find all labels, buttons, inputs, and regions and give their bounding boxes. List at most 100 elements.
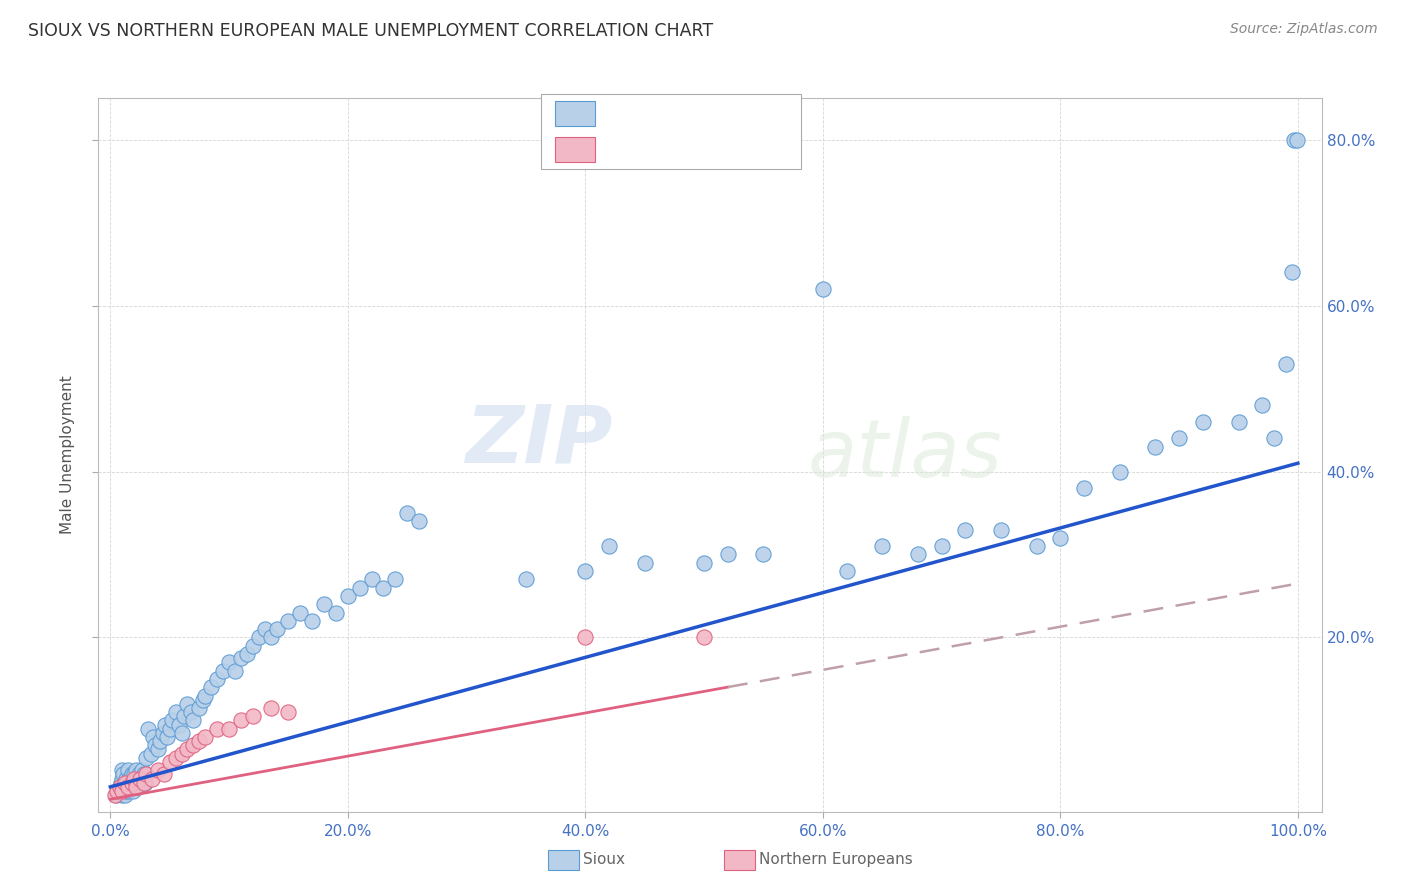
Point <box>145 739 167 753</box>
Point <box>117 780 139 794</box>
Text: R =: R = <box>609 106 645 124</box>
Point <box>114 788 136 802</box>
Point <box>149 734 172 748</box>
Point <box>131 763 153 777</box>
Point <box>200 680 222 694</box>
Point <box>1275 357 1298 371</box>
Point <box>907 548 929 562</box>
Point <box>160 714 183 728</box>
Point <box>111 763 134 777</box>
Point <box>224 664 246 678</box>
Point <box>110 775 132 789</box>
Point <box>176 742 198 756</box>
Point <box>693 631 716 645</box>
Text: Northern Europeans: Northern Europeans <box>759 853 912 867</box>
Point <box>384 573 406 587</box>
Point <box>114 775 136 789</box>
Point <box>111 784 134 798</box>
Point <box>242 709 264 723</box>
Point <box>183 739 205 753</box>
Point <box>121 775 143 789</box>
Text: 0.404: 0.404 <box>647 142 699 160</box>
Point <box>1227 415 1250 429</box>
Point <box>122 772 145 786</box>
Point <box>247 631 270 645</box>
Point <box>408 514 430 528</box>
Point <box>191 692 214 706</box>
Point <box>955 523 977 537</box>
Point <box>236 647 259 661</box>
Text: SIOUX VS NORTHERN EUROPEAN MALE UNEMPLOYMENT CORRELATION CHART: SIOUX VS NORTHERN EUROPEAN MALE UNEMPLOY… <box>28 22 713 40</box>
Text: 0.637: 0.637 <box>647 106 699 124</box>
Text: 30: 30 <box>738 142 761 160</box>
Point <box>396 506 419 520</box>
Point <box>124 775 146 789</box>
Point <box>1108 465 1130 479</box>
Point <box>1285 133 1308 147</box>
Point <box>114 775 136 789</box>
Point <box>146 742 169 756</box>
Point <box>277 614 299 628</box>
Point <box>129 772 152 786</box>
Point <box>142 730 165 744</box>
Point <box>277 705 299 719</box>
Point <box>205 672 228 686</box>
Point <box>170 747 193 761</box>
Point <box>152 726 174 740</box>
Point <box>752 548 775 562</box>
Text: N =: N = <box>699 142 735 160</box>
Point <box>146 763 169 777</box>
Point <box>132 767 155 781</box>
Point <box>108 780 131 794</box>
Point <box>693 556 716 570</box>
Point <box>121 784 143 798</box>
Point <box>125 772 148 786</box>
Point <box>290 606 312 620</box>
Point <box>121 775 143 789</box>
Point <box>122 767 145 781</box>
Point <box>139 747 162 761</box>
Text: Sioux: Sioux <box>583 853 626 867</box>
Point <box>1025 539 1047 553</box>
Point <box>104 788 127 802</box>
Point <box>373 581 395 595</box>
Point <box>229 651 252 665</box>
Point <box>141 772 163 786</box>
Point <box>188 701 211 715</box>
Point <box>574 564 596 578</box>
Point <box>117 784 139 798</box>
Point <box>125 780 148 794</box>
Point <box>717 548 740 562</box>
Point <box>167 717 190 731</box>
Point <box>1263 431 1285 445</box>
Point <box>183 714 205 728</box>
Point <box>134 775 156 789</box>
Point <box>212 664 235 678</box>
Point <box>118 772 141 786</box>
Point <box>634 556 657 570</box>
Text: R =: R = <box>609 142 645 160</box>
Point <box>574 631 596 645</box>
Point <box>132 775 155 789</box>
Point <box>156 730 179 744</box>
Point <box>218 656 240 670</box>
Point <box>115 780 138 794</box>
Point <box>325 606 347 620</box>
Point <box>122 780 145 794</box>
Point <box>136 722 159 736</box>
Point <box>931 539 953 553</box>
Point <box>242 639 264 653</box>
Point <box>835 564 858 578</box>
Text: ZIP: ZIP <box>465 401 612 480</box>
Point <box>165 705 187 719</box>
Point <box>153 717 176 731</box>
Point <box>135 767 157 781</box>
Point <box>259 631 281 645</box>
Point <box>173 709 195 723</box>
Point <box>117 763 139 777</box>
Point <box>159 755 181 769</box>
Point <box>194 689 217 703</box>
Point <box>129 775 152 789</box>
Point <box>120 780 142 794</box>
Text: Source: ZipAtlas.com: Source: ZipAtlas.com <box>1230 22 1378 37</box>
